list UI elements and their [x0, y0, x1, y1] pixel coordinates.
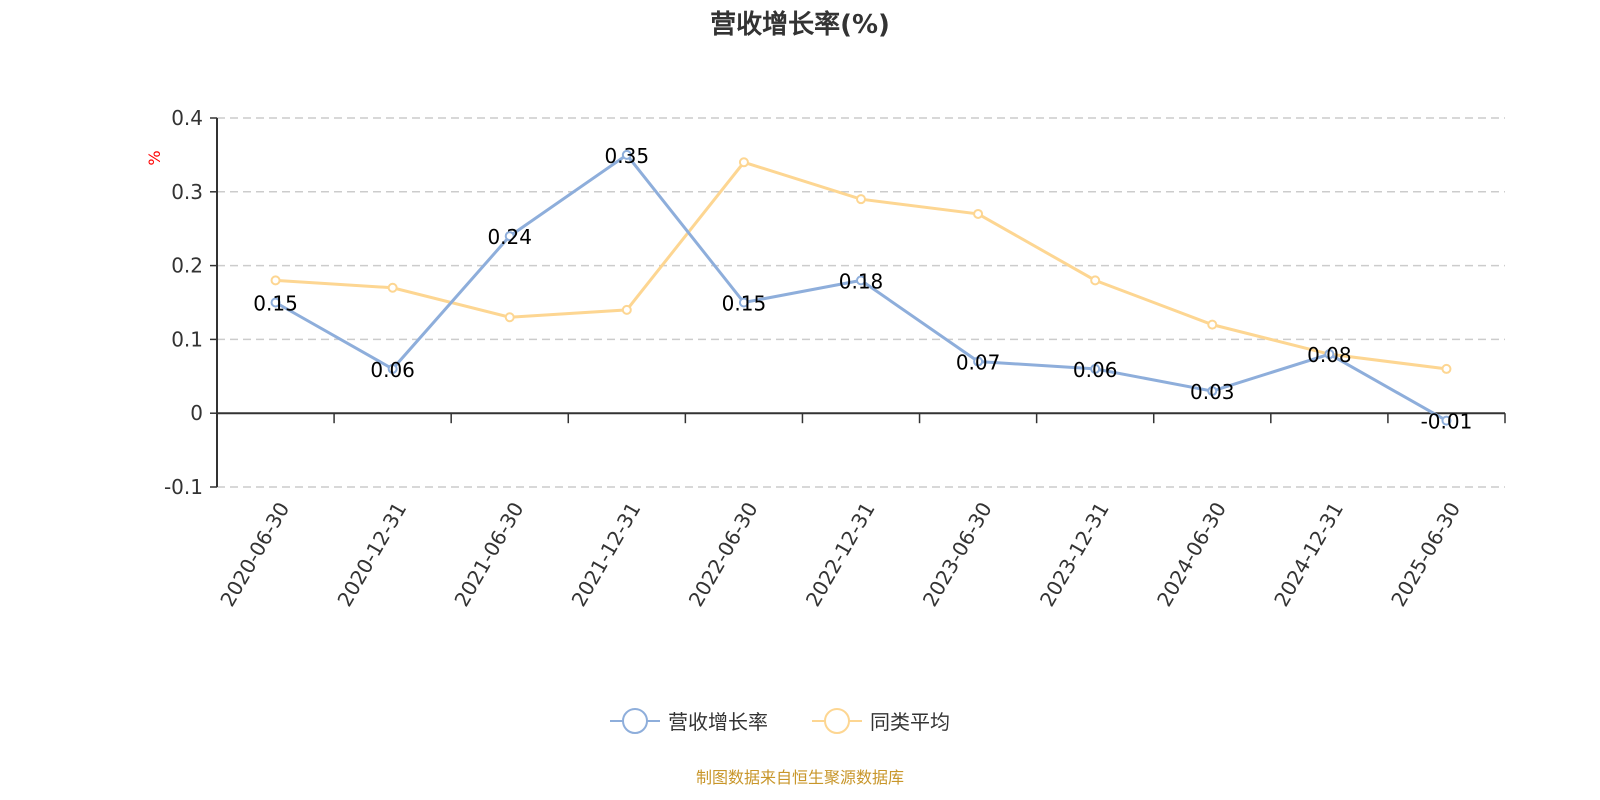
data-label: -0.01: [1421, 410, 1473, 434]
x-tick-label: 2025-06-30: [1386, 498, 1465, 611]
data-point: [387, 363, 398, 374]
legend-marker: [824, 708, 850, 734]
data-point: [856, 194, 866, 205]
data-point: [1324, 349, 1335, 360]
y-tick-label: 0.4: [171, 106, 203, 130]
data-label: 0.07: [956, 351, 1001, 375]
data-point: [738, 297, 749, 308]
data-point: [1090, 363, 1101, 374]
data-label: 0.18: [839, 269, 884, 293]
data-point: [621, 304, 632, 315]
data-label: 0.15: [722, 292, 767, 316]
x-tick-label: 2022-06-30: [684, 498, 763, 611]
y-tick-label: 0.2: [171, 254, 203, 278]
data-source-note: 制图数据来自恒生聚源数据库: [695, 768, 904, 787]
x-tick-label: 2020-06-30: [215, 498, 294, 611]
data-label: 0.06: [370, 358, 415, 382]
y-tick-label: -0.1: [164, 475, 203, 499]
data-point: [973, 208, 984, 219]
x-tick-label: 2024-06-30: [1152, 498, 1231, 611]
data-point: [270, 275, 281, 286]
x-tick-label: 2023-12-31: [1035, 498, 1114, 611]
y-axis-label: %: [145, 150, 164, 165]
data-point: [387, 282, 398, 293]
x-tick-label: 2021-12-31: [567, 498, 646, 611]
x-tick-label: 2023-06-30: [918, 498, 997, 611]
x-tick-label: 2021-06-30: [449, 498, 528, 611]
data-label: 0.08: [1307, 343, 1352, 367]
legend-marker: [622, 708, 648, 734]
data-point: [270, 297, 281, 308]
x-tick-label: 2022-12-31: [801, 498, 880, 611]
data-point: [973, 356, 984, 367]
data-point: [504, 231, 515, 242]
legend-label: 营收增长率: [668, 710, 768, 734]
legend-label: 同类平均: [870, 710, 950, 734]
data-label: 0.35: [605, 144, 650, 168]
data-label: 0.03: [1190, 380, 1235, 404]
data-point: [621, 149, 632, 160]
data-label: 0.15: [253, 292, 298, 316]
y-tick-label: 0.1: [171, 327, 203, 351]
data-label: 0.24: [487, 225, 532, 249]
data-point: [1090, 275, 1101, 286]
chart-title: 营收增长率(%): [710, 10, 890, 40]
y-tick-label: 0.3: [171, 180, 203, 204]
data-point: [504, 312, 515, 323]
data-point: [1441, 363, 1452, 374]
data-label: 0.06: [1073, 358, 1118, 382]
x-tick-label: 2024-12-31: [1269, 498, 1348, 611]
y-tick-label: 0: [190, 401, 203, 425]
data-point: [1207, 319, 1218, 330]
data-point: [856, 275, 866, 286]
data-point: [738, 157, 749, 168]
x-tick-label: 2020-12-31: [332, 498, 411, 611]
data-point: [1441, 415, 1452, 426]
data-point: [1207, 386, 1218, 397]
